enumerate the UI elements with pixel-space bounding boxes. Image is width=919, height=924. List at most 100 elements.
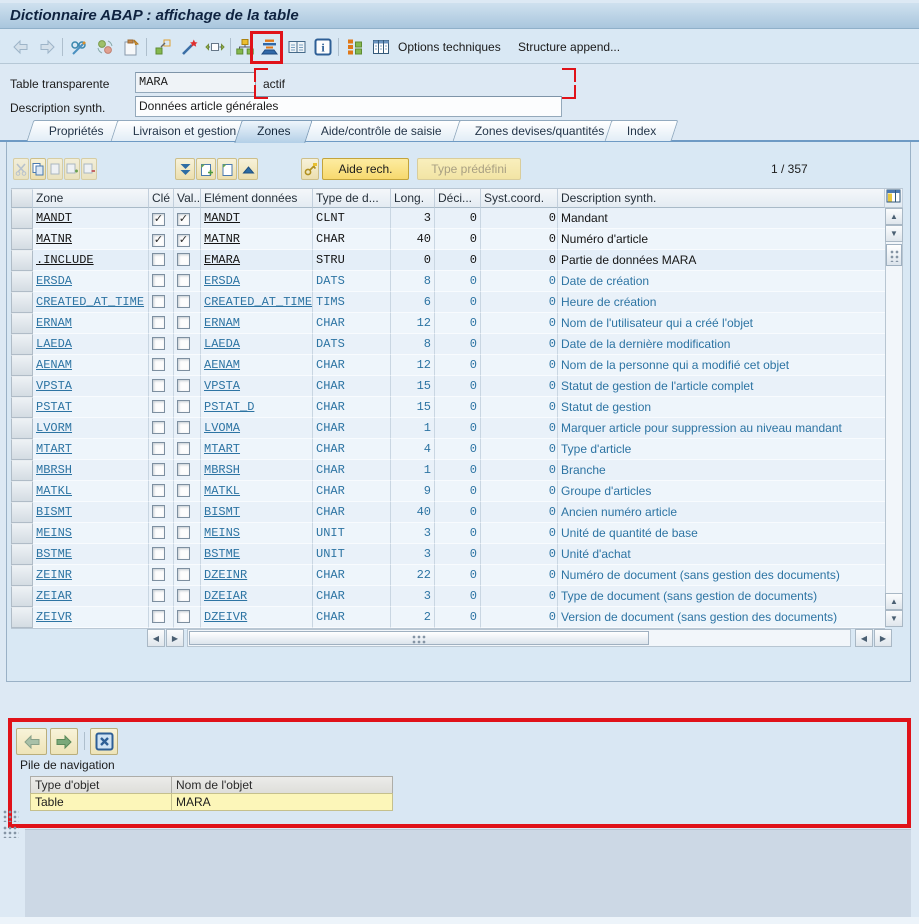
header-key[interactable]: Clé [149,189,174,208]
tab-aide-controle-de-saisie[interactable]: Aide/contrôle de saisie [298,120,465,141]
data-element-link[interactable]: MTART [201,439,313,460]
vertical-scrollbar-thumb[interactable] [886,244,902,266]
zone-link[interactable]: PSTAT [33,397,149,418]
row-selector[interactable] [11,481,33,502]
nav-forward-button[interactable] [50,728,78,755]
back-icon[interactable] [10,36,32,58]
header-init[interactable]: Val... [174,189,201,208]
key-checkbox[interactable] [149,355,174,376]
display-change-icon[interactable] [68,36,90,58]
page-icon[interactable] [217,158,237,180]
init-checkbox[interactable] [174,418,201,439]
table-columns-icon[interactable] [370,36,392,58]
row-selector[interactable] [11,565,33,586]
init-checkbox[interactable] [174,565,201,586]
data-element-link[interactable]: DZEIAR [201,586,313,607]
splitter-grip[interactable] [3,810,19,822]
information-icon[interactable]: i [312,36,334,58]
row-selector[interactable] [11,313,33,334]
copy-to-clipboard-icon[interactable] [120,36,142,58]
paste-rows-icon[interactable] [47,158,63,180]
row-selector[interactable] [11,208,33,229]
header-dtype[interactable]: Type de d... [313,189,391,208]
row-selector[interactable] [11,607,33,628]
delete-row-icon[interactable] [81,158,97,180]
scroll-up-icon[interactable]: ▲ [885,208,903,225]
zone-link[interactable]: ZEINR [33,565,149,586]
row-selector[interactable] [11,460,33,481]
zone-link[interactable]: CREATED_AT_TIME [33,292,149,313]
row-selector[interactable] [11,544,33,565]
page-up-icon[interactable] [238,158,258,180]
header-coord[interactable]: Syst.coord. [481,189,558,208]
key-checkbox[interactable] [149,565,174,586]
row-selector[interactable] [11,271,33,292]
init-checkbox[interactable] [174,397,201,418]
zone-link[interactable]: BSTME [33,544,149,565]
key-checkbox[interactable] [149,439,174,460]
zone-link[interactable]: VPSTA [33,376,149,397]
table-config-icon[interactable] [885,189,903,208]
init-checkbox[interactable] [174,439,201,460]
init-checkbox[interactable] [174,481,201,502]
hierarchy-icon[interactable] [234,36,256,58]
row-selector[interactable] [11,439,33,460]
init-checkbox[interactable] [174,334,201,355]
data-element-link[interactable]: BSTME [201,544,313,565]
zone-link[interactable]: AENAM [33,355,149,376]
cut-rows-icon[interactable] [13,158,29,180]
init-checkbox[interactable] [174,376,201,397]
rename-icon[interactable] [152,36,174,58]
page-down-icon[interactable] [175,158,195,180]
splitter-grip[interactable] [3,826,19,838]
scroll-right-icon[interactable]: ▶ [874,629,892,647]
key-checkbox[interactable] [149,481,174,502]
zone-link[interactable]: MANDT [33,208,149,229]
header-element[interactable]: Elément données [201,189,313,208]
vertical-scrollbar[interactable] [885,207,903,627]
row-selector[interactable] [11,523,33,544]
key-checkbox[interactable] [149,460,174,481]
init-checkbox[interactable] [174,355,201,376]
scroll-up-icon[interactable]: ▲ [885,593,903,610]
row-selector[interactable] [11,376,33,397]
data-element-link[interactable]: LAEDA [201,334,313,355]
scroll-down-icon[interactable]: ▼ [885,610,903,627]
scroll-left-icon[interactable]: ◀ [147,629,165,647]
horizontal-scrollbar-thumb[interactable] [189,631,649,645]
init-checkbox[interactable] [174,523,201,544]
tab-zones-devises-quantites[interactable]: Zones devises/quantités [452,120,627,141]
init-checkbox[interactable] [174,250,201,271]
key-checkbox[interactable] [149,607,174,628]
data-element-link[interactable]: DZEIVR [201,607,313,628]
init-checkbox[interactable] [174,292,201,313]
search-help-button[interactable]: Aide rech. [322,158,409,180]
key-checkbox[interactable] [149,418,174,439]
key-checkbox[interactable] [149,250,174,271]
zone-link[interactable]: MTART [33,439,149,460]
zone-link[interactable]: LAEDA [33,334,149,355]
key-checkbox[interactable] [149,334,174,355]
data-element-link[interactable]: DZEINR [201,565,313,586]
zone-link[interactable]: .INCLUDE [33,250,149,271]
data-element-link[interactable]: MEINS [201,523,313,544]
init-checkbox[interactable] [174,502,201,523]
data-element-link[interactable]: MANDT [201,208,313,229]
tab-index[interactable]: Index [604,120,679,141]
data-element-link[interactable]: MATKL [201,481,313,502]
key-checkbox[interactable] [149,523,174,544]
row-selector[interactable] [11,355,33,376]
tab-zones[interactable]: Zones [234,120,314,143]
init-checkbox[interactable] [174,460,201,481]
zone-link[interactable]: MEINS [33,523,149,544]
forward-icon[interactable] [36,36,58,58]
init-checkbox[interactable] [174,313,201,334]
init-checkbox[interactable] [174,271,201,292]
sorted-display-icon[interactable] [258,36,280,58]
zone-link[interactable]: ZEIVR [33,607,149,628]
key-checkbox[interactable] [149,544,174,565]
zone-link[interactable]: ZEIAR [33,586,149,607]
row-selector[interactable] [11,292,33,313]
row-selector[interactable] [11,334,33,355]
scroll-right-icon[interactable]: ▶ [166,629,184,647]
